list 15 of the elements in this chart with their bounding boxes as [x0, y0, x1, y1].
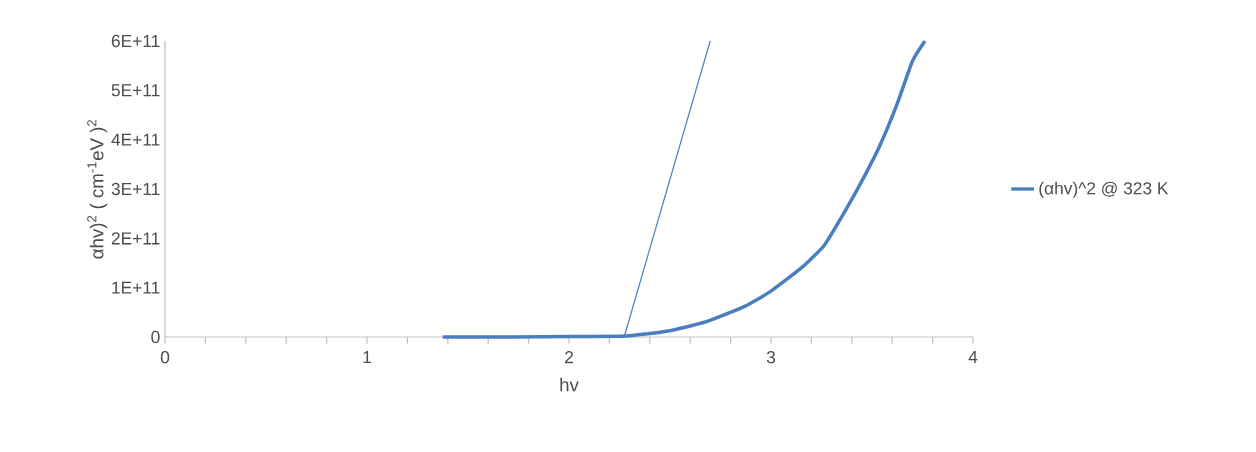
x-tick-label: 1: [363, 351, 371, 363]
y-tick-label: 2E+11: [111, 232, 160, 245]
legend-label: (αhv)^2 @ 323 K: [1039, 181, 1169, 198]
y-tick-label: 0: [151, 330, 160, 344]
x-tick-label: 4: [968, 351, 978, 363]
y-tick-label: 1E+11: [112, 281, 160, 294]
x-tick-label: 2: [565, 351, 573, 364]
x-tick-label: 0: [160, 351, 170, 364]
y-tick-label: 4E+11: [111, 133, 160, 146]
x-tick-label: 3: [766, 351, 776, 364]
x-axis-title: hv: [560, 377, 579, 392]
y-tick-label: 6E+11: [111, 34, 160, 48]
y-tick-label: 3E+11: [111, 182, 160, 196]
y-tick-label: 5E+11: [111, 84, 160, 97]
y-axis-title: αhv)$^{2}$ ( cm$^{-1}$eV )$^{2}$: [87, 120, 108, 259]
